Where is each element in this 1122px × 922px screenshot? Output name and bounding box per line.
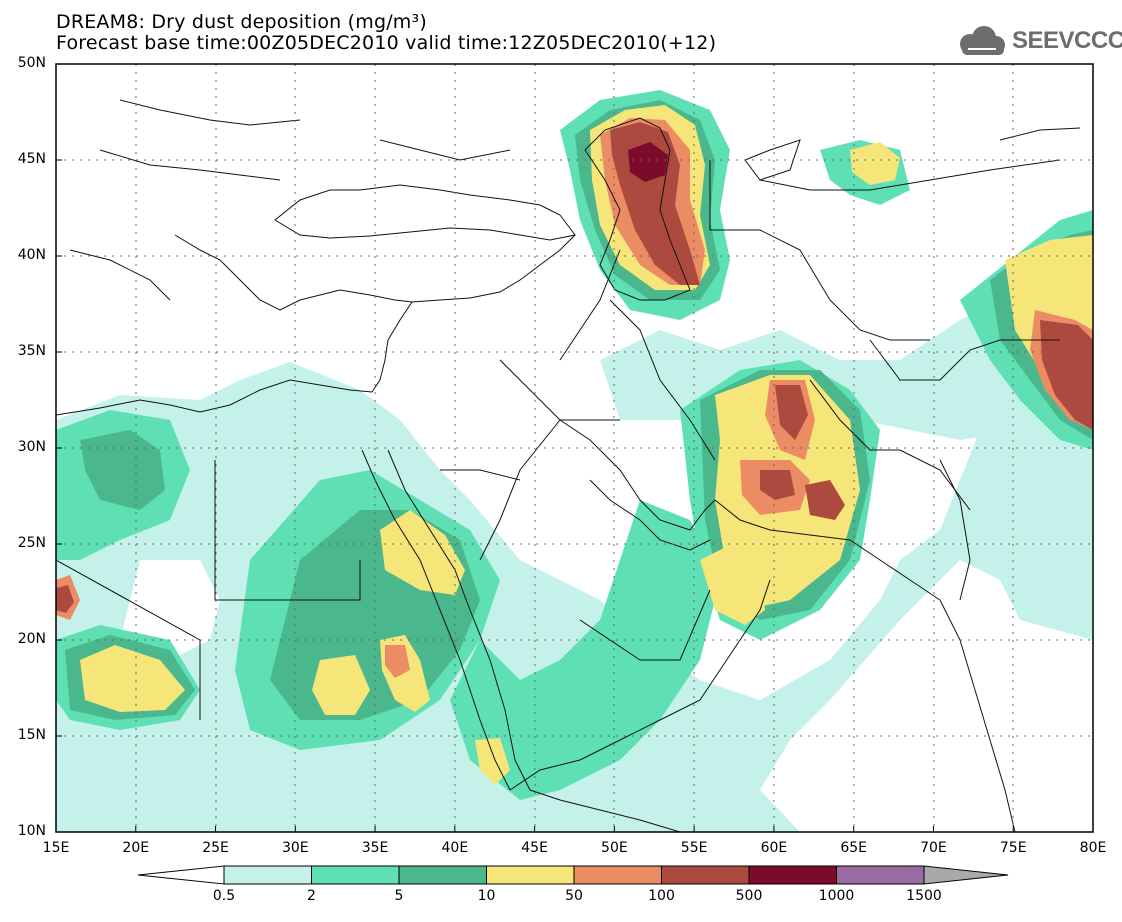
colorbar-swatch	[223, 865, 312, 885]
colorbar-swatch	[661, 865, 750, 885]
lon-tick-label: 65E	[840, 840, 868, 856]
colorbar-swatch	[836, 865, 925, 885]
lon-tick-label: 55E	[680, 840, 708, 856]
lat-tick-label: 50N	[17, 55, 46, 71]
forecast-time-subtitle: Forecast base time:00Z05DEC2010 valid ti…	[56, 32, 717, 54]
lon-tick-label: 80E	[1079, 840, 1107, 856]
colorbar-swatch	[398, 865, 487, 885]
seevccc-logo: SEEVCCC	[954, 24, 1122, 60]
lon-tick-label: 35E	[361, 840, 389, 856]
lat-tick-label: 45N	[17, 151, 46, 167]
colorbar-label: 1500	[906, 888, 942, 904]
axis-ticks	[55, 63, 1094, 833]
dust-contours	[56, 90, 1093, 832]
lat-tick-label: 20N	[17, 631, 46, 647]
lat-tick-label: 15N	[17, 727, 46, 743]
colorbar-label: 1000	[818, 888, 855, 904]
colorbar	[137, 865, 1009, 885]
coastlines-borders	[56, 99, 1081, 832]
lon-tick-label: 70E	[920, 840, 947, 856]
colorbar-label: 2	[307, 888, 316, 904]
lat-tick-label: 40N	[17, 247, 46, 263]
colorbar-label: 500	[735, 888, 763, 904]
logo-text: SEEVCCC	[1012, 27, 1122, 54]
lon-tick-label: 30E	[281, 840, 309, 856]
colorbar-label: 50	[565, 888, 583, 904]
lon-tick-label: 75E	[999, 840, 1027, 856]
colorbar-swatch	[573, 865, 662, 885]
lon-tick-label: 20E	[122, 840, 150, 856]
lat-tick-label: 10N	[17, 823, 46, 839]
lat-tick-label: 30N	[17, 439, 46, 455]
colorbar-under-arrow	[137, 865, 225, 885]
lon-tick-label: 50E	[601, 840, 628, 856]
colorbar-swatch	[311, 865, 400, 885]
lat-tick-label: 35N	[17, 343, 46, 359]
map-title: DREAM8: Dry dust deposition (mg/m³)	[56, 11, 427, 33]
colorbar-label: 10	[477, 888, 496, 904]
cloud-icon	[960, 26, 1005, 55]
colorbar-swatch	[748, 865, 837, 885]
colorbar-over-arrow	[923, 865, 1009, 885]
colorbar-label: 5	[394, 888, 404, 904]
colorbar-label: 100	[648, 888, 675, 904]
colorbar-label: 0.5	[212, 888, 236, 904]
lon-tick-label: 45E	[521, 840, 548, 856]
lat-tick-label: 25N	[17, 535, 46, 551]
lon-tick-label: 60E	[760, 840, 788, 856]
graticule	[56, 64, 1093, 832]
colorbar-swatch	[486, 865, 575, 885]
lon-tick-label: 40E	[441, 840, 469, 856]
lon-tick-label: 25E	[202, 840, 229, 856]
lon-tick-label: 15E	[42, 840, 70, 856]
